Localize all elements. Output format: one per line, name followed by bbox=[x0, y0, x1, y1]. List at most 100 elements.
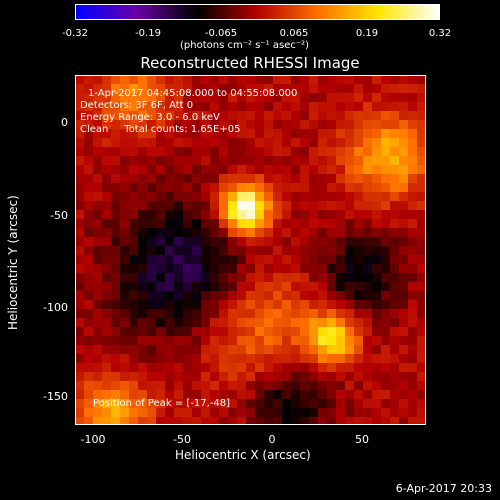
image-pixel bbox=[381, 174, 390, 183]
image-pixel bbox=[291, 174, 300, 183]
image-pixel bbox=[183, 174, 192, 183]
image-pixel bbox=[363, 390, 372, 399]
image-pixel bbox=[336, 183, 345, 192]
image-pixel bbox=[309, 219, 318, 228]
image-pixel bbox=[372, 390, 381, 399]
image-pixel bbox=[354, 372, 363, 381]
image-pixel bbox=[183, 336, 192, 345]
image-pixel bbox=[201, 354, 210, 363]
image-pixel bbox=[264, 147, 273, 156]
image-pixel bbox=[408, 201, 417, 210]
image-pixel bbox=[84, 237, 93, 246]
image-pixel bbox=[354, 273, 363, 282]
image-pixel bbox=[336, 147, 345, 156]
image-pixel bbox=[102, 165, 111, 174]
image-pixel bbox=[363, 309, 372, 318]
image-pixel bbox=[318, 147, 327, 156]
image-pixel bbox=[408, 129, 417, 138]
image-pixel bbox=[363, 345, 372, 354]
image-pixel bbox=[84, 183, 93, 192]
image-pixel bbox=[93, 93, 102, 102]
image-pixel bbox=[75, 417, 84, 425]
image-pixel bbox=[111, 282, 120, 291]
image-pixel bbox=[336, 192, 345, 201]
image-pixel bbox=[102, 174, 111, 183]
image-pixel bbox=[192, 102, 201, 111]
image-pixel bbox=[399, 120, 408, 129]
image-pixel bbox=[282, 399, 291, 408]
image-pixel bbox=[129, 174, 138, 183]
image-pixel bbox=[111, 183, 120, 192]
image-pixel bbox=[120, 147, 129, 156]
image-pixel bbox=[237, 300, 246, 309]
image-pixel bbox=[318, 210, 327, 219]
image-pixel bbox=[147, 129, 156, 138]
image-pixel bbox=[417, 372, 426, 381]
image-pixel bbox=[408, 165, 417, 174]
image-pixel bbox=[156, 156, 165, 165]
image-pixel bbox=[111, 111, 120, 120]
image-pixel bbox=[219, 345, 228, 354]
image-pixel bbox=[273, 219, 282, 228]
image-pixel bbox=[399, 138, 408, 147]
image-pixel bbox=[273, 147, 282, 156]
image-pixel bbox=[246, 273, 255, 282]
image-pixel bbox=[210, 381, 219, 390]
image-pixel bbox=[354, 237, 363, 246]
image-pixel bbox=[84, 129, 93, 138]
image-pixel bbox=[111, 156, 120, 165]
image-pixel bbox=[102, 246, 111, 255]
image-pixel bbox=[381, 237, 390, 246]
colorbar-tick: 0.32 bbox=[428, 28, 452, 39]
image-pixel bbox=[300, 138, 309, 147]
image-pixel bbox=[327, 219, 336, 228]
image-pixel bbox=[219, 417, 228, 425]
image-pixel bbox=[264, 354, 273, 363]
image-pixel bbox=[228, 327, 237, 336]
image-pixel bbox=[300, 84, 309, 93]
image-pixel bbox=[363, 102, 372, 111]
image-pixel bbox=[417, 174, 426, 183]
image-pixel bbox=[219, 219, 228, 228]
image-pixel bbox=[318, 219, 327, 228]
image-pixel bbox=[120, 156, 129, 165]
image-pixel bbox=[291, 210, 300, 219]
image-pixel bbox=[219, 381, 228, 390]
image-pixel bbox=[273, 327, 282, 336]
image-pixel bbox=[246, 210, 255, 219]
image-pixel bbox=[264, 390, 273, 399]
image-pixel bbox=[111, 372, 120, 381]
image-pixel bbox=[318, 138, 327, 147]
image-pixel bbox=[381, 120, 390, 129]
image-pixel bbox=[183, 255, 192, 264]
image-pixel bbox=[291, 327, 300, 336]
image-pixel bbox=[309, 408, 318, 417]
image-pixel bbox=[237, 273, 246, 282]
image-pixel bbox=[372, 345, 381, 354]
image-pixel bbox=[363, 156, 372, 165]
image-pixel bbox=[417, 318, 426, 327]
image-pixel bbox=[282, 246, 291, 255]
image-pixel bbox=[192, 336, 201, 345]
image-pixel bbox=[246, 174, 255, 183]
image-pixel bbox=[273, 300, 282, 309]
image-pixel bbox=[84, 273, 93, 282]
image-pixel bbox=[138, 129, 147, 138]
image-pixel bbox=[399, 381, 408, 390]
image-pixel bbox=[381, 327, 390, 336]
image-pixel bbox=[201, 111, 210, 120]
image-pixel bbox=[192, 237, 201, 246]
image-pixel bbox=[147, 399, 156, 408]
image-pixel bbox=[291, 372, 300, 381]
image-pixel bbox=[282, 228, 291, 237]
image-pixel bbox=[327, 201, 336, 210]
image-pixel bbox=[336, 156, 345, 165]
image-pixel bbox=[291, 183, 300, 192]
image-pixel bbox=[138, 372, 147, 381]
image-pixel bbox=[165, 174, 174, 183]
image-pixel bbox=[84, 417, 93, 425]
image-pixel bbox=[417, 354, 426, 363]
image-pixel bbox=[192, 75, 201, 84]
image-pixel bbox=[246, 399, 255, 408]
image-pixel bbox=[399, 156, 408, 165]
